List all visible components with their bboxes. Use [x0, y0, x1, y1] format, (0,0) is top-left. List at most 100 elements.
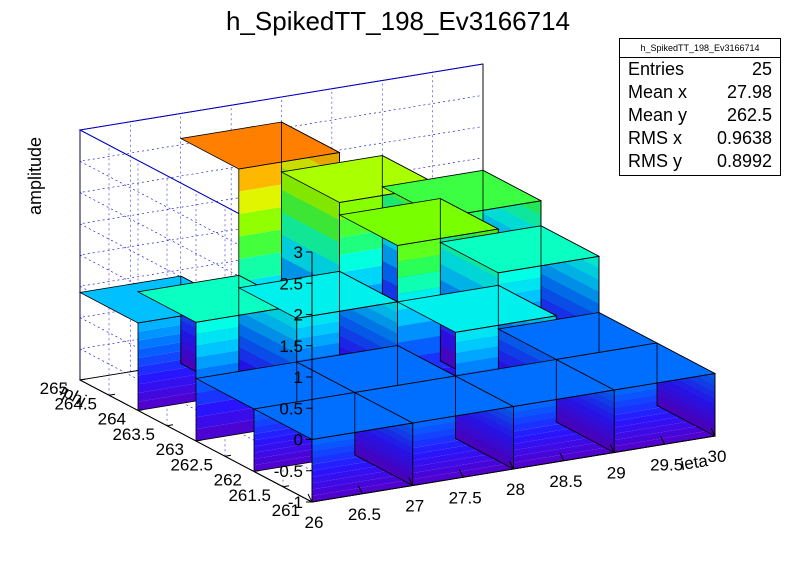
stats-label: RMS y [628, 151, 682, 171]
bar-front-band [412, 462, 514, 486]
bar-front-band [614, 429, 715, 453]
x-tick-label: 26 [305, 513, 324, 532]
bars-group [78, 121, 717, 503]
z-tick-label: 2 [294, 306, 303, 325]
bar-side-band [455, 413, 514, 451]
bar-side-band [657, 380, 715, 418]
z-tick-label: -1 [288, 493, 303, 512]
y-tick [108, 393, 116, 396]
x-tick [609, 444, 615, 453]
x-tick-label: 26.5 [348, 505, 381, 524]
y-tick-label: 261.5 [228, 486, 271, 505]
x-tick-label: 29 [607, 464, 626, 483]
bar-side-band [455, 407, 514, 444]
bar-side-band [657, 386, 715, 424]
x-tick [458, 469, 464, 478]
stats-value: 27.98 [726, 82, 772, 102]
y-tick [137, 409, 145, 411]
stats-row: RMS y 0.8992 [620, 150, 780, 173]
bar [555, 342, 717, 453]
bar-side-band [455, 426, 514, 463]
y-tick [195, 439, 203, 442]
stats-label: Mean y [628, 105, 688, 125]
x-tick-label: 30 [708, 447, 727, 466]
bar-side-band [238, 322, 297, 366]
bar-front-band [513, 440, 615, 463]
stats-label: Mean x [628, 82, 688, 102]
x-tick-label: 27.5 [449, 488, 482, 507]
y-tick-label: 263.5 [112, 425, 155, 444]
x-tick-label: 27 [405, 497, 424, 516]
y-tick [166, 424, 174, 427]
z-tick-label: 2.5 [279, 274, 303, 293]
bar-side-band [238, 310, 297, 354]
bar-front-band [412, 456, 514, 480]
bar-side-band [556, 390, 615, 428]
x-axis-label: ieta [679, 451, 710, 474]
bar-side-band [657, 374, 715, 411]
bar-side-band [281, 167, 340, 220]
x-tick [559, 452, 565, 461]
bar-side-band [354, 430, 413, 467]
y-tick-label: 263 [156, 440, 184, 459]
x-tick-label: 29.5 [650, 455, 683, 474]
stats-label: RMS x [628, 128, 682, 148]
stats-box-name: h_SpikedTT_198_Ev3166714 [620, 39, 780, 58]
z-tick-label: 0.5 [279, 399, 303, 418]
bar-side-band [455, 432, 514, 469]
bar-side-band [556, 415, 615, 453]
y-tick [79, 378, 87, 381]
y-tick-label: 262.5 [170, 455, 213, 474]
bar-side-band [339, 313, 398, 355]
bar-side-band [556, 409, 615, 447]
y-tick [282, 485, 290, 488]
bar [353, 375, 515, 486]
bar-side-outline [656, 342, 716, 437]
stats-value: 262.5 [726, 105, 772, 125]
stats-value: 25 [751, 59, 772, 79]
stats-row: Mean y 262.5 [620, 104, 780, 127]
bar-side-band [440, 247, 499, 294]
bar-front-band [614, 423, 715, 447]
bar-side-band [354, 436, 413, 473]
z-tick-label: 1.5 [279, 337, 303, 356]
z-tick-label: 0 [294, 431, 303, 450]
bar-front-band [312, 479, 413, 502]
bar-side-band [556, 397, 615, 434]
stats-row: RMS x 0.9638 [620, 127, 780, 150]
x-tick [660, 436, 666, 445]
stats-label: Entries [628, 59, 685, 79]
x-tick [307, 493, 313, 503]
stats-value: 0.8992 [716, 151, 772, 171]
y-tick-label: 264.5 [54, 394, 97, 413]
stats-value: 0.9638 [716, 128, 772, 148]
x-tick [509, 460, 514, 470]
bar [252, 391, 415, 503]
bar-side-band [281, 189, 340, 243]
bar [454, 358, 616, 470]
bar-side-band [281, 212, 340, 265]
y-tick [224, 454, 232, 457]
bar-side-band [657, 393, 715, 430]
chart-title: h_SpikedTT_198_Ev3166714 [225, 6, 571, 36]
x-tick-label: 28.5 [549, 472, 582, 491]
x-tick [357, 485, 363, 494]
bar-front-band [312, 473, 413, 496]
bar-side-band [455, 419, 514, 457]
stats-row: Mean x 27.98 [620, 81, 780, 104]
bar-side-band [354, 442, 413, 480]
y-tick-label: 261 [272, 501, 300, 520]
bar-side-band [556, 403, 615, 440]
bar-front-band [513, 446, 615, 469]
y-tick-label: 264 [98, 410, 126, 429]
x-tick [710, 427, 716, 437]
bar-side-band [498, 327, 557, 369]
bar-side-band [339, 303, 398, 345]
axis-ticks: -1-0.500.511.522.53amplitude261261.52622… [25, 137, 726, 532]
y-tick-label: 262 [214, 471, 242, 490]
bar-side-band [354, 448, 413, 486]
bar-side-band [541, 273, 599, 316]
y-tick-label: 265 [40, 379, 68, 398]
y-tick [253, 470, 261, 472]
